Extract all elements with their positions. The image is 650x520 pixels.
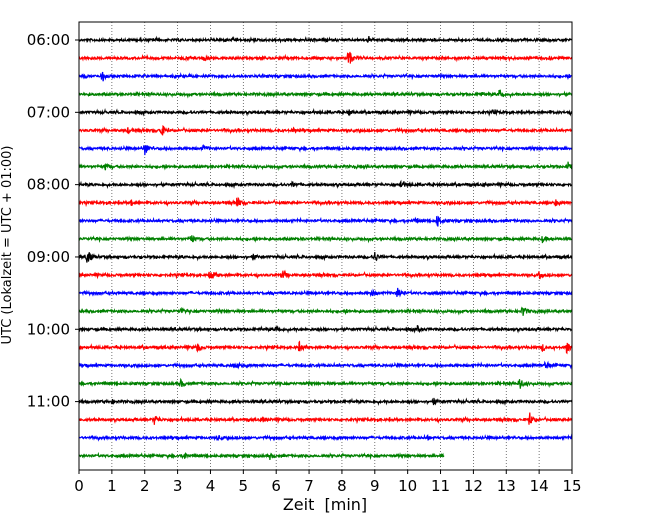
seismic-trace xyxy=(78,51,573,64)
seismic-trace xyxy=(78,433,573,442)
trace-group xyxy=(78,35,573,461)
seismic-trace xyxy=(78,377,573,389)
x-tick-label: 8 xyxy=(337,477,347,495)
x-tick-label: 9 xyxy=(370,477,380,495)
x-tick-label: 2 xyxy=(140,477,150,495)
y-tick-label: 09:00 xyxy=(27,248,70,266)
seismic-trace xyxy=(78,360,573,370)
seismic-trace xyxy=(78,252,573,263)
x-tick-label: 5 xyxy=(239,477,249,495)
y-tick-label: 10:00 xyxy=(27,320,70,338)
seismic-trace xyxy=(78,143,573,156)
x-tick-label: 12 xyxy=(464,477,483,495)
seismic-trace xyxy=(78,179,573,190)
seismic-trace xyxy=(78,306,573,316)
seismic-trace xyxy=(78,108,573,117)
x-tick-label: 3 xyxy=(173,477,183,495)
seismic-trace xyxy=(78,397,573,407)
seismic-trace xyxy=(78,124,573,136)
x-tick-label: 4 xyxy=(206,477,216,495)
seismic-trace xyxy=(78,215,573,227)
seismic-trace xyxy=(78,161,573,171)
seismic-trace xyxy=(78,196,573,208)
x-tick-label: 11 xyxy=(431,477,450,495)
x-tick-label: 14 xyxy=(530,477,549,495)
x-axis-label: Zeit [min] xyxy=(283,495,367,514)
y-tick-label: 07:00 xyxy=(27,103,70,121)
seismic-trace xyxy=(78,71,573,82)
seismic-trace xyxy=(78,324,573,334)
seismic-trace xyxy=(78,235,573,244)
y-tick-label: 06:00 xyxy=(27,31,70,49)
y-tick-label: 08:00 xyxy=(27,176,70,194)
seismic-trace xyxy=(78,287,573,298)
x-tick-label: 13 xyxy=(497,477,516,495)
y-axis-label: UTC (Lokalzeit = UTC + 01:00) xyxy=(0,146,15,345)
x-tick-label: 0 xyxy=(74,477,84,495)
seismic-trace xyxy=(78,412,573,425)
seismic-trace xyxy=(78,89,573,99)
y-tick-label: 11:00 xyxy=(27,393,70,411)
plot-frame xyxy=(78,21,573,471)
seismic-trace xyxy=(78,340,573,355)
x-axis-ticks: 0 1 2 3 4 5 6 7 8 9 10 11 12 13 14 15 xyxy=(74,470,582,495)
y-axis-ticks: 06:00 07:00 08:00 09:00 10:00 11:00 xyxy=(27,31,79,411)
x-tick-label: 10 xyxy=(398,477,417,495)
x-tick-label: 1 xyxy=(107,477,117,495)
x-tick-label: 7 xyxy=(304,477,314,495)
seismic-trace xyxy=(78,35,573,44)
seismic-trace xyxy=(78,451,445,461)
x-tick-label: 6 xyxy=(271,477,281,495)
x-tick-label: 15 xyxy=(562,477,581,495)
seismic-trace xyxy=(78,269,573,280)
